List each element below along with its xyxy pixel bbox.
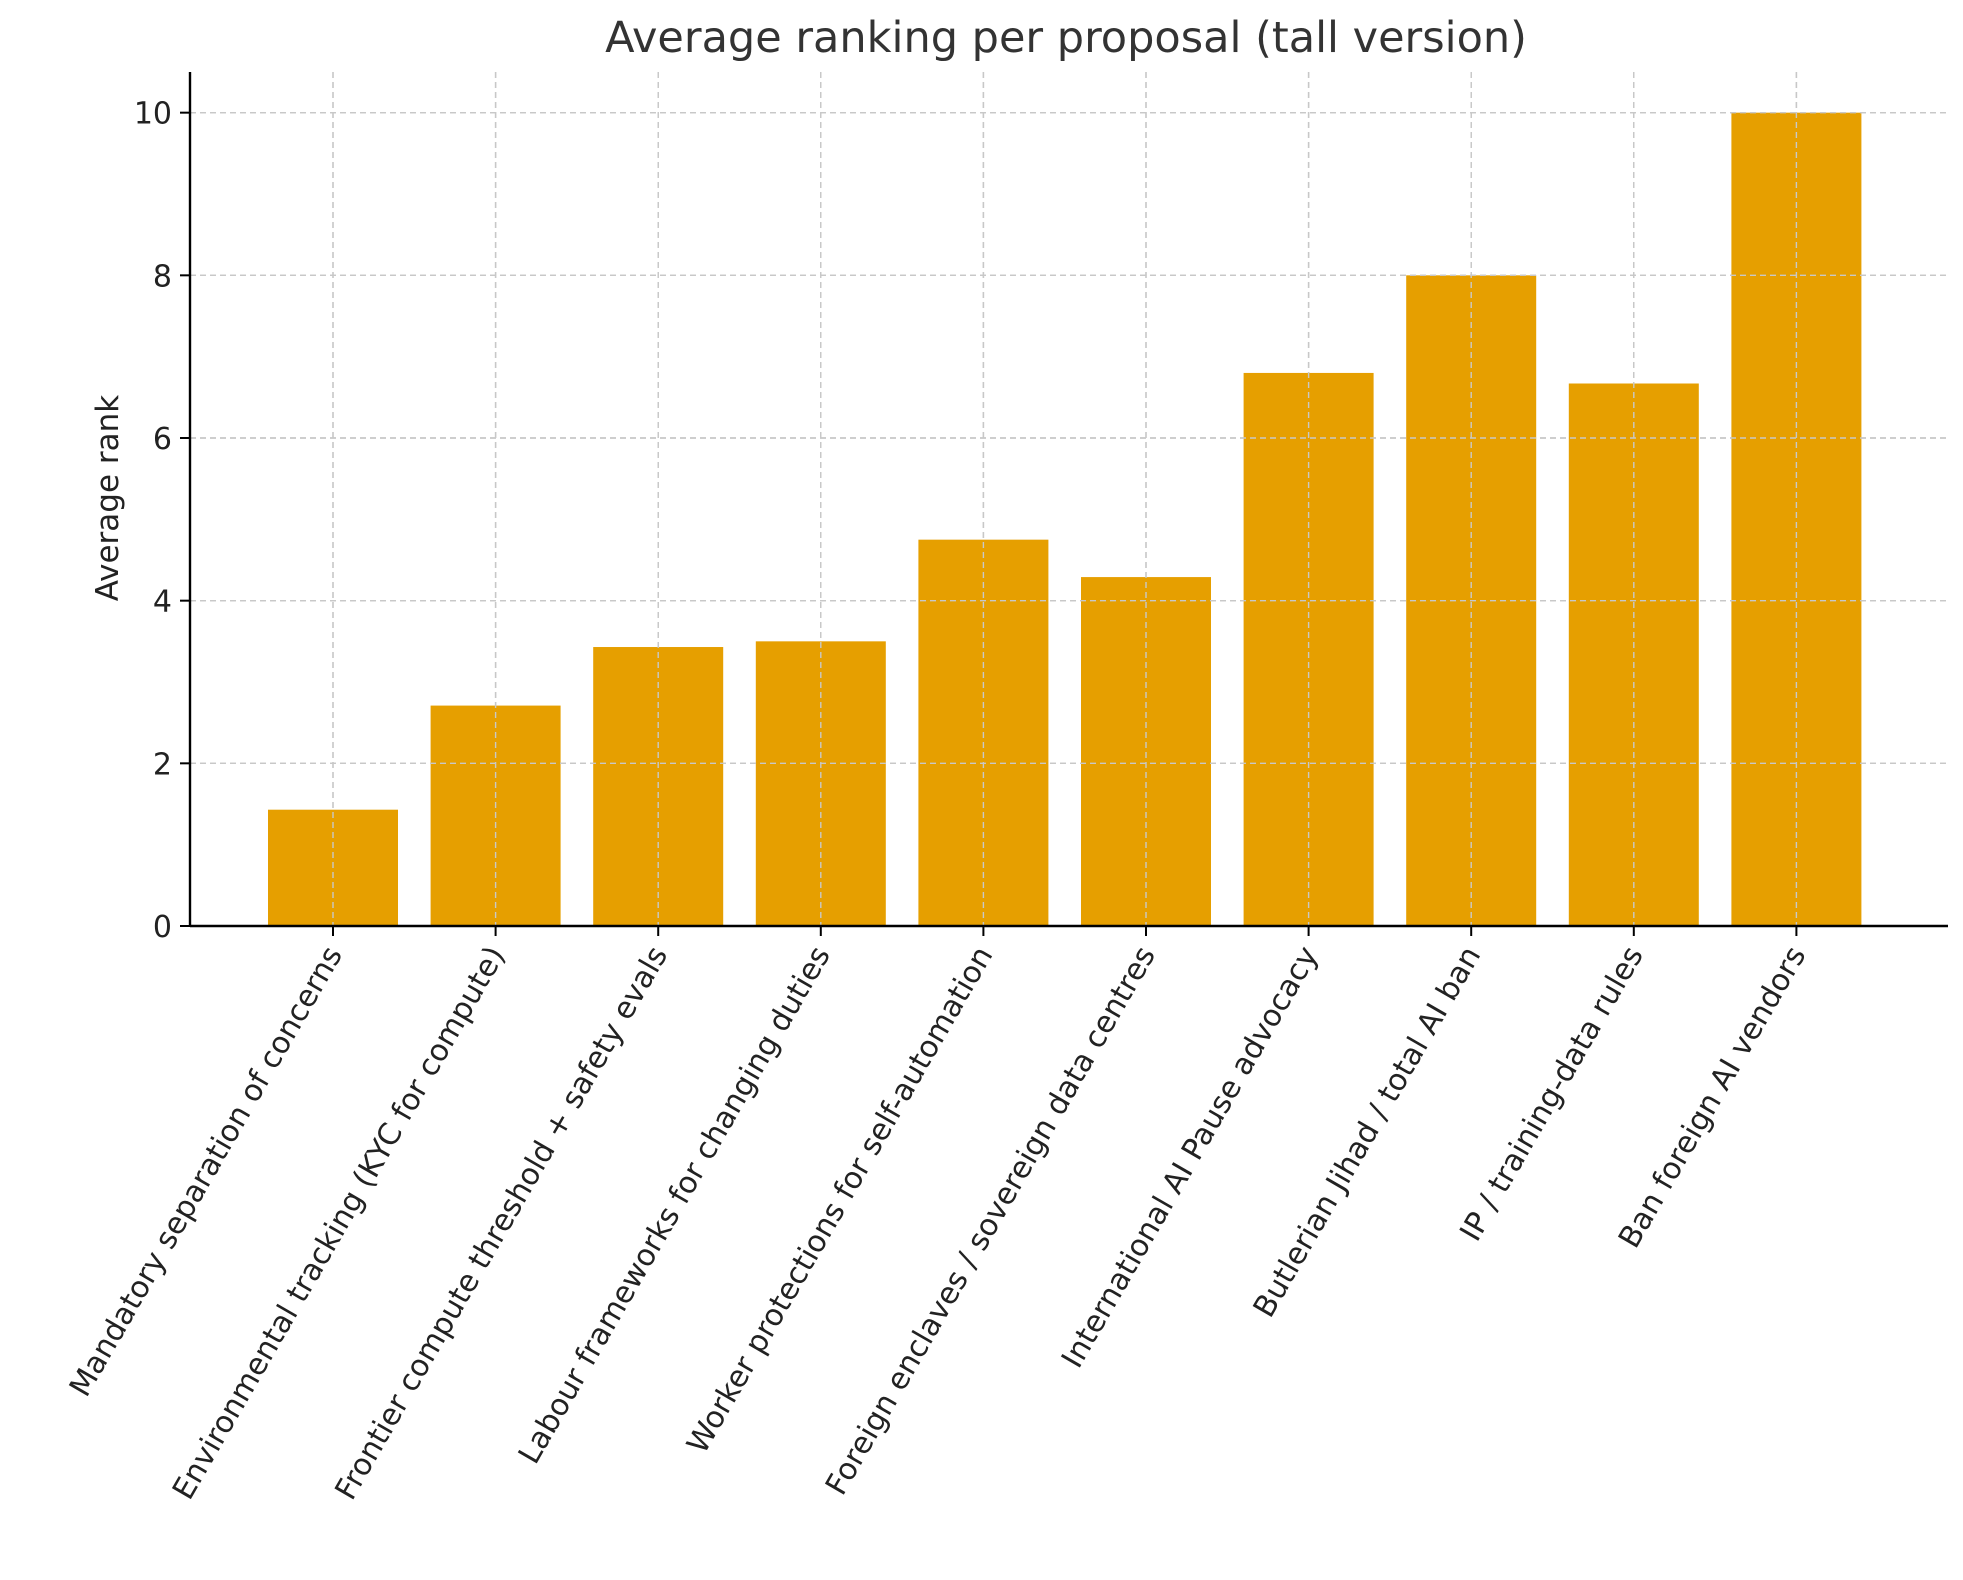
y-tick-label: 10 (134, 97, 172, 132)
y-tick-label: 2 (153, 747, 172, 782)
bars-layer (268, 112, 1862, 926)
x-ticks: Mandatory separation of concernsEnvironm… (63, 926, 1813, 1506)
x-tick-label: Frontier compute threshold + safety eval… (329, 941, 676, 1506)
x-tick-label: IP / training-data rules (1453, 941, 1650, 1248)
x-tick-label: Worker protections for self-automation (680, 941, 1000, 1460)
x-tick-label: Mandatory separation of concerns (63, 941, 350, 1403)
y-tick-label: 0 (153, 910, 172, 945)
y-axis-label: Average rank (90, 395, 126, 602)
y-ticks: 0 2 4 6 8 10 (134, 97, 190, 945)
y-tick-label: 6 (153, 422, 172, 457)
chart-title: Average ranking per proposal (tall versi… (605, 13, 1527, 63)
bar (1731, 112, 1862, 926)
y-tick-label: 4 (153, 585, 172, 620)
x-tick-label: Foreign enclaves / sovereign data centre… (819, 941, 1163, 1502)
x-tick-label: Environmental tracking (KYC for compute) (166, 941, 513, 1506)
axes-layer (188, 72, 1948, 928)
x-tick-label: Labour frameworks for changing duties (512, 941, 838, 1470)
x-tick-label: Ban foreign AI vendors (1612, 941, 1813, 1255)
y-tick-label: 8 (153, 259, 172, 294)
